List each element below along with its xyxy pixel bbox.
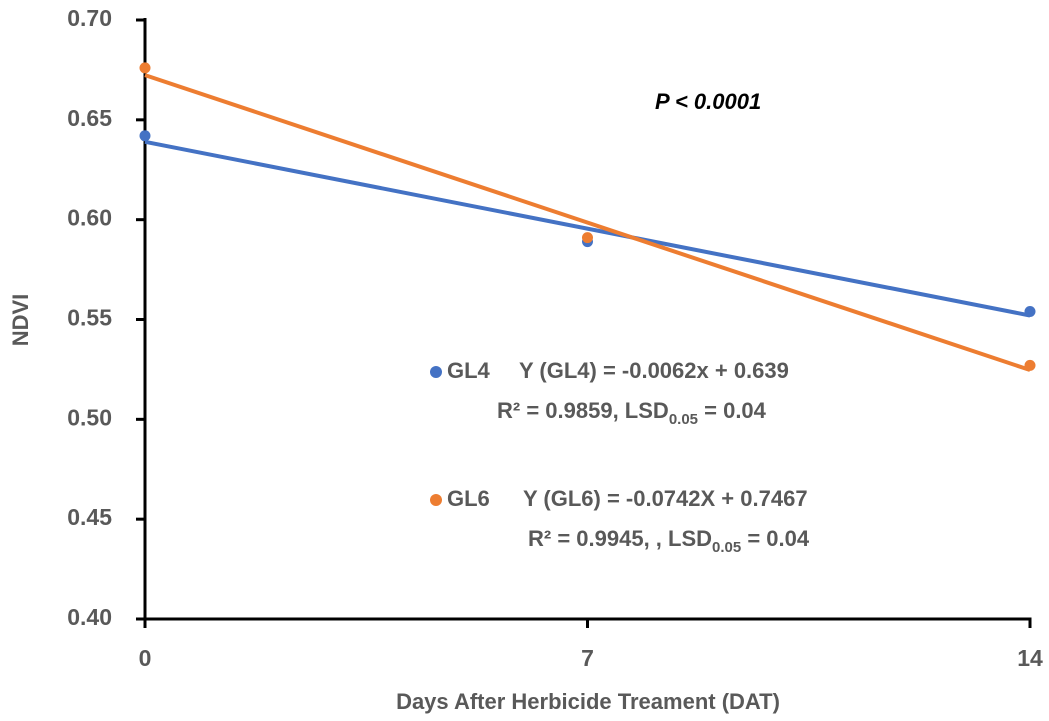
fit-stats-part: 0.05 [712, 539, 741, 556]
legend-label: GL6 [447, 486, 490, 511]
y-tick-label: 0.65 [67, 105, 112, 131]
fit-stats-part: R² = 0.9945, , LSD [528, 526, 712, 551]
y-axis-title: NDVI [8, 294, 33, 347]
x-tick-label: 0 [139, 645, 152, 671]
data-point [1024, 306, 1036, 318]
y-tick-label: 0.45 [67, 504, 112, 530]
y-tick-label: 0.70 [67, 5, 112, 31]
equation: Y (GL6) = -0.0742X + 0.7467 [523, 486, 808, 511]
fit-stats-part: = 0.04 [741, 526, 810, 551]
data-point [1024, 359, 1036, 371]
legend-marker [430, 494, 442, 506]
y-tick-label: 0.60 [67, 205, 112, 231]
data-point [582, 232, 593, 244]
trend-line [144, 73, 1031, 372]
y-tick-label: 0.40 [67, 604, 112, 630]
trend-line [144, 139, 1031, 318]
fit-stats-part: R² = 0.9859, LSD [497, 398, 669, 423]
fit-stats-part: 0.05 [669, 411, 698, 428]
fit-stats: R² = 0.9859, LSD0.05 = 0.04 [497, 398, 767, 429]
x-axis-title: Days After Herbicide Treament (DAT) [396, 689, 780, 714]
x-tick-label: 7 [581, 645, 594, 671]
data-point [139, 62, 151, 74]
fit-stats: R² = 0.9945, , LSD0.05 = 0.04 [528, 526, 810, 557]
x-tick-label: 14 [1017, 645, 1043, 671]
legend-marker [430, 366, 442, 378]
data-point [139, 130, 151, 142]
p-value: P < 0.0001 [655, 89, 761, 114]
equation: Y (GL4) = -0.0062x + 0.639 [519, 358, 789, 383]
y-tick-label: 0.55 [67, 305, 112, 331]
fit-stats-part: = 0.04 [698, 398, 767, 423]
legend-label: GL4 [447, 358, 491, 383]
y-tick-label: 0.50 [67, 404, 112, 430]
